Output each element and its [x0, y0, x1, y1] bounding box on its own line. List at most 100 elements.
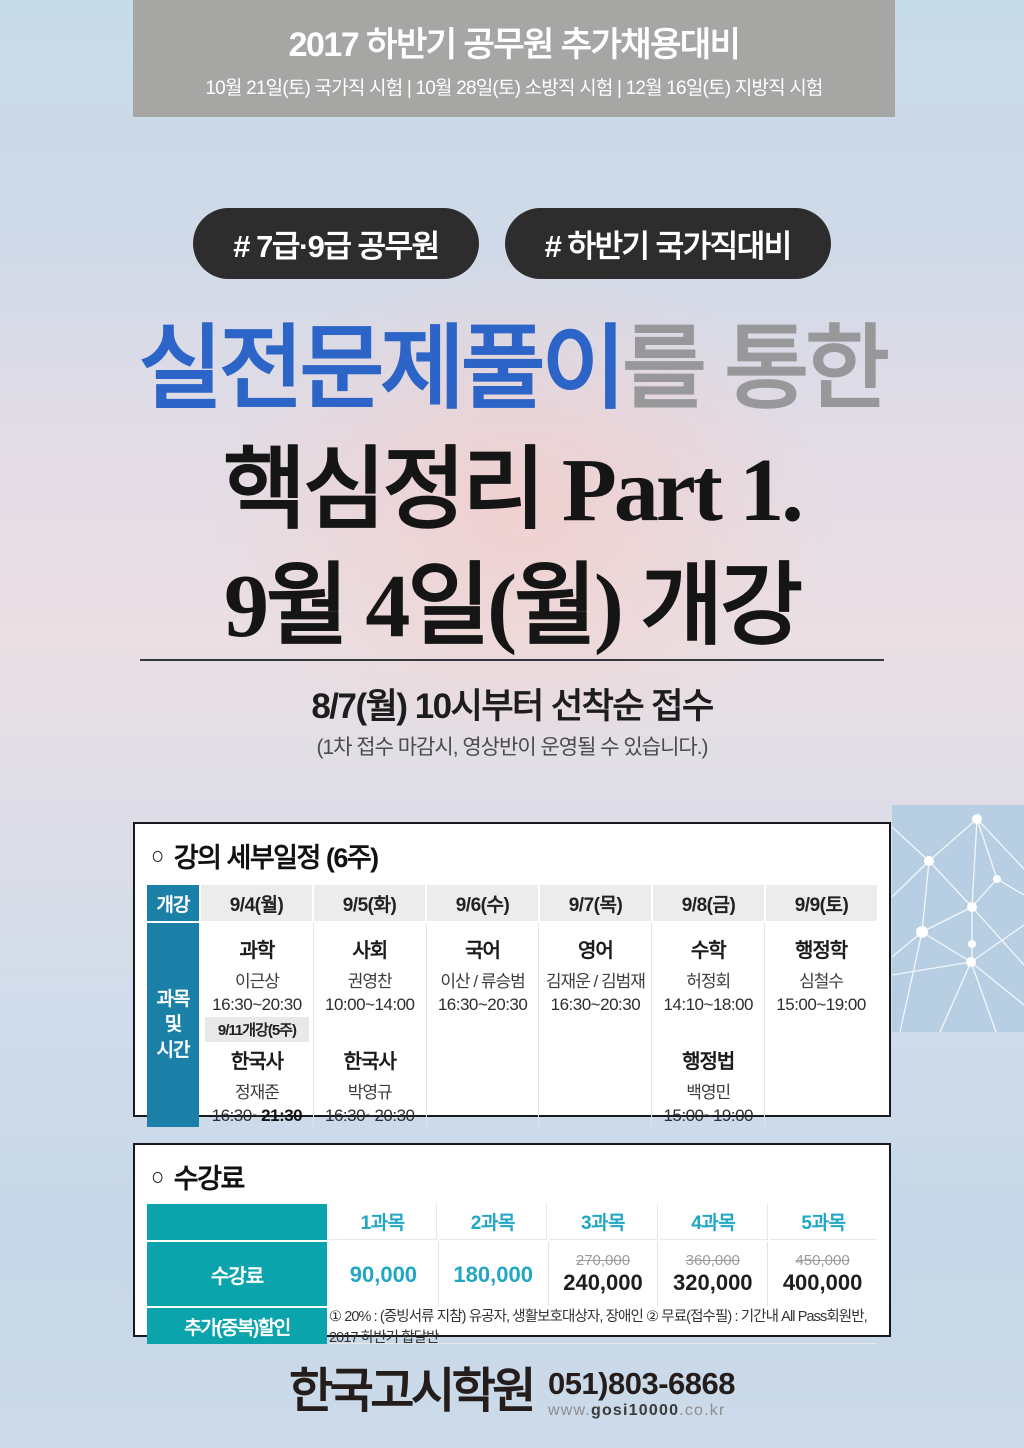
price-value: 180,000	[453, 1261, 533, 1287]
class-teacher: 이근상	[234, 972, 280, 991]
old-price: 270,000	[575, 1252, 631, 1269]
fees-row-label: 수강료	[147, 1242, 327, 1306]
date-cell: 9/9(토)	[766, 885, 877, 921]
fees-price-cells: 90,000 180,000 270,000 240,000 360,000 3…	[329, 1242, 877, 1306]
class-time: 15:00~19:00	[663, 1106, 753, 1125]
date-cell: 9/8(금)	[653, 885, 764, 921]
note-cell	[652, 1017, 766, 1041]
date-cell: 9/5(화)	[314, 885, 425, 921]
schedule-table: 개강 9/4(월) 9/5(화) 9/6(수) 9/7(목) 9/8(금) 9/…	[147, 885, 877, 1127]
badge-national: # 하반기 국가직대비	[504, 208, 831, 279]
footer-contact: 051)803-6868 www.gosi10000.co.kr	[547, 1366, 736, 1420]
class-subject: 행정학	[794, 940, 848, 962]
class-subject: 영어	[577, 940, 614, 962]
footer: 한국고시학원 051)803-6868 www.gosi10000.co.kr	[0, 1365, 1024, 1420]
class-teacher: 백영민	[686, 1083, 731, 1102]
banner-title: 2017 하반기 공무원 추가채용대비	[288, 26, 741, 64]
class-cell: 과학 이근상 16:30~20:30	[201, 923, 314, 1017]
network-decoration	[892, 805, 1024, 1032]
fees-title: 수강료	[173, 1164, 246, 1194]
schedule-section: ○ 강의 세부일정 (6주) 개강 9/4(월) 9/5(화) 9/6(수) 9…	[133, 822, 891, 1127]
class-time: 16:30~21:30	[201, 1106, 313, 1126]
class-cell: 한국사 박영규 16:30~20:30	[314, 1041, 427, 1127]
fees-price-row: 수강료 90,000 180,000 270,000 240,000	[147, 1242, 877, 1306]
class-cell: 수학 허정회 14:10~18:00	[652, 923, 766, 1017]
empty-cell	[765, 1041, 877, 1127]
note-cell: 9/11개강(5주)	[201, 1017, 314, 1042]
class-teacher: 권영찬	[347, 972, 393, 991]
schedule-weeks: 과학 이근상 16:30~20:30 사회 권영찬 10:00~14:00 국어…	[201, 923, 877, 1127]
date-cell: 9/4(월)	[201, 885, 312, 921]
class-subject: 과학	[239, 940, 276, 962]
schedule-title-row: ○ 강의 세부일정 (6주)	[135, 824, 889, 883]
fees-corner-cell	[147, 1204, 327, 1240]
price-value: 320,000	[673, 1270, 753, 1295]
hero-line3: 9월 4일(월) 개강	[224, 557, 803, 656]
class-cell: 영어 김재운 / 김범재 16:30~20:30	[539, 923, 653, 1017]
side-label-line: 및	[164, 1014, 183, 1036]
class-subject: 국어	[465, 940, 501, 962]
week2-row: 한국사 정재준 16:30~21:30 한국사 박영규 16:30~20:30	[201, 1041, 877, 1127]
class-time: 10:00~14:00	[324, 995, 415, 1014]
price-cell: 270,000 240,000	[549, 1242, 659, 1306]
schedule-title: 강의 세부일정 (6주)	[173, 843, 379, 873]
class-cell: 사회 권영찬 10:00~14:00	[314, 923, 427, 1017]
class-teacher: 정재준	[234, 1083, 280, 1102]
class-teacher: 이산 / 류승범	[440, 972, 525, 991]
date-cell: 9/7(목)	[540, 885, 651, 921]
time-bold: 21:30	[261, 1106, 303, 1125]
top-header-banner: 2017 하반기 공무원 추가채용대비 10월 21일(토) 국가직 시험 | …	[133, 0, 895, 117]
discount-label: 추가(중복)할인	[147, 1308, 327, 1344]
class-teacher: 김재운 / 김범재	[545, 972, 646, 991]
side-label-line: 과목	[156, 988, 191, 1010]
price-cell: 90,000	[329, 1242, 439, 1306]
fee-header-cell: 5과목	[769, 1204, 878, 1240]
section-divider	[140, 659, 884, 661]
note-cell	[314, 1017, 427, 1041]
empty-cell	[427, 1041, 540, 1127]
class-cell: 행정학 심철수 15:00~19:00	[765, 923, 877, 1017]
discount-text: ① 20% : (증빙서류 지참) 유공자, 생활보호대상자, 장애인 ② 무료…	[329, 1308, 877, 1346]
note-cell	[427, 1017, 540, 1041]
circle-bullet-icon: ○	[151, 840, 164, 870]
fee-header-cell: 3과목	[549, 1204, 658, 1240]
badge-grade: # 7급·9급 공무원	[193, 208, 479, 279]
old-price: 450,000	[795, 1252, 850, 1269]
hashtag-badges: # 7급·9급 공무원 # 하반기 국가직대비	[0, 208, 1024, 279]
price-value: 400,000	[782, 1270, 863, 1295]
week1-row: 과학 이근상 16:30~20:30 사회 권영찬 10:00~14:00 국어…	[201, 923, 877, 1017]
class-subject: 수학	[690, 940, 727, 962]
week2-start-note: 9/11개강(5주)	[205, 1017, 309, 1042]
class-time: 16:30~20:30	[324, 1106, 415, 1125]
side-label-line: 시간	[156, 1039, 191, 1061]
class-cell: 행정법 백영민 15:00~19:00	[652, 1041, 766, 1127]
old-price: 360,000	[685, 1252, 740, 1269]
website-url: www.gosi10000.co.kr	[548, 1402, 735, 1420]
hero-line1: 실전문제풀이를 통한	[0, 294, 1024, 427]
constellation-graphic	[892, 814, 1024, 1032]
site-domain: gosi10000	[590, 1401, 680, 1419]
fee-header-cell: 2과목	[439, 1204, 548, 1240]
date-cell: 9/6(수)	[427, 885, 538, 921]
class-teacher: 허정회	[686, 972, 731, 991]
price-cell: 450,000 400,000	[768, 1242, 877, 1306]
class-teacher: 박영규	[347, 1083, 393, 1102]
class-subject: 사회	[352, 940, 388, 962]
week2-note-row: 9/11개강(5주)	[201, 1017, 877, 1042]
class-subject: 한국사	[230, 1051, 284, 1073]
schedule-body: 과목 및 시간 과학 이근상 16:30~20:30 사회 권영찬	[147, 923, 877, 1127]
price-value: 90,000	[349, 1261, 418, 1287]
class-teacher: 심철수	[799, 972, 844, 991]
note-cell	[765, 1017, 877, 1041]
fees-header-row: 1과목 2과목 3과목 4과목 5과목	[147, 1204, 878, 1240]
phone-number: 051)803-6868	[547, 1366, 736, 1401]
class-time: 14:10~18:00	[663, 995, 753, 1014]
academy-logo-text: 한국고시학원	[288, 1365, 536, 1418]
hero-line1-blue: 실전문제풀이	[138, 318, 626, 420]
registration-headline: 8/7(월) 10시부터 선착순 접수	[311, 687, 714, 726]
circle-bullet-icon: ○	[151, 1161, 164, 1191]
class-time: 15:00~19:00	[776, 995, 866, 1014]
site-suffix: .co.kr	[679, 1401, 726, 1419]
class-time: 16:30~20:30	[550, 995, 641, 1014]
